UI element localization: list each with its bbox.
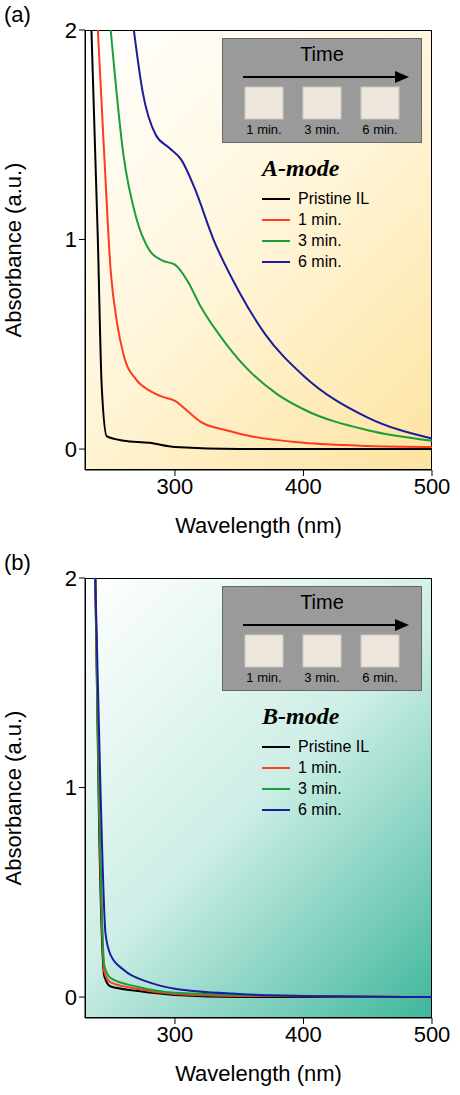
html-text:3 min.: 3 min. (304, 670, 340, 685)
svg-text:2: 2 (65, 566, 77, 591)
html-text:Pristine IL: Pristine IL (298, 737, 370, 755)
svg-text:1: 1 (65, 227, 77, 252)
html-text:6 min.: 6 min. (362, 122, 398, 137)
svg-text:2: 2 (65, 18, 77, 43)
svg-text:400: 400 (285, 474, 322, 499)
html-text:1 min.: 1 min. (298, 758, 342, 776)
html-text:6 min.: 6 min. (298, 252, 342, 270)
html-text:6 min.: 6 min. (298, 800, 342, 818)
html-text:1 min.: 1 min. (246, 122, 282, 137)
html-text:(a): (a) (4, 2, 31, 27)
svg-text:Absorbance (a.u.): Absorbance (a.u.) (1, 163, 26, 338)
svg-text:0: 0 (65, 437, 77, 462)
html-text:A-mode: A-mode (262, 155, 340, 181)
html-text:B-mode: B-mode (262, 703, 340, 729)
html-text:6 min.: 6 min. (362, 670, 398, 685)
html-text:(b): (b) (4, 550, 31, 575)
html-text:Pristine IL: Pristine IL (298, 189, 370, 207)
html-text:1 min.: 1 min. (298, 210, 342, 228)
html-text:3 min.: 3 min. (298, 231, 342, 249)
html-text:Time: Time (300, 43, 344, 65)
svg-text:500: 500 (414, 474, 451, 499)
svg-text:500: 500 (414, 1022, 451, 1047)
svg-text:300: 300 (157, 1022, 194, 1047)
svg-text:Wavelength (nm): Wavelength (nm) (175, 513, 342, 538)
svg-text:300: 300 (157, 474, 194, 499)
html-text:1 min.: 1 min. (246, 670, 282, 685)
html-text:Time: Time (300, 591, 344, 613)
svg-text:400: 400 (285, 1022, 322, 1047)
svg-text:0: 0 (65, 985, 77, 1010)
svg-text:Absorbance (a.u.): Absorbance (a.u.) (1, 711, 26, 886)
html-text:3 min.: 3 min. (304, 122, 340, 137)
svg-text:Wavelength (nm): Wavelength (nm) (175, 1061, 342, 1086)
html-text:3 min.: 3 min. (298, 779, 342, 797)
svg-text:1: 1 (65, 775, 77, 800)
